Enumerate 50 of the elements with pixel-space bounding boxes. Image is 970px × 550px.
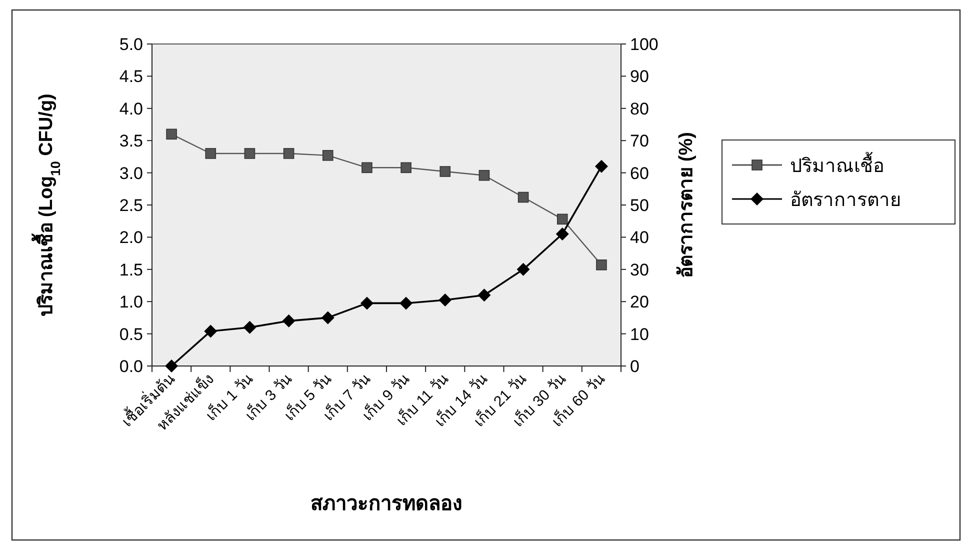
point bbox=[518, 192, 529, 203]
point bbox=[516, 262, 530, 276]
y2-tick-label: 100 bbox=[630, 35, 658, 54]
legend-label: อัตราการตาย bbox=[790, 190, 901, 211]
y-tick-label: 2.5 bbox=[119, 196, 143, 215]
point bbox=[596, 259, 607, 270]
point bbox=[321, 311, 334, 324]
y2-tick-label: 50 bbox=[630, 196, 649, 215]
y2-tick-label: 30 bbox=[630, 260, 649, 280]
point bbox=[244, 148, 256, 159]
point bbox=[438, 293, 452, 306]
point bbox=[400, 296, 413, 310]
y2-tick-label: 60 bbox=[630, 164, 649, 183]
point bbox=[165, 360, 178, 372]
y-tick-label: 4.5 bbox=[119, 67, 143, 86]
point bbox=[360, 296, 374, 310]
point bbox=[282, 314, 296, 328]
point bbox=[205, 148, 216, 159]
y2-tick-label: 80 bbox=[630, 99, 649, 118]
y-tick-label: 1.5 bbox=[119, 260, 143, 280]
point bbox=[478, 170, 490, 181]
y2-tick-label: 20 bbox=[630, 292, 649, 312]
point bbox=[556, 227, 569, 240]
point bbox=[594, 160, 608, 173]
y2-tick-label: 10 bbox=[630, 324, 649, 344]
y-tick-label: 1.0 bbox=[119, 292, 143, 312]
point bbox=[322, 150, 334, 161]
point bbox=[362, 162, 372, 174]
point bbox=[400, 162, 412, 174]
legend-label: ปริมาณเชื้อ bbox=[790, 152, 884, 177]
point bbox=[204, 324, 218, 338]
y2-tick-label: 0 bbox=[630, 357, 640, 376]
point bbox=[166, 128, 177, 140]
y-tick-label: 3.5 bbox=[119, 132, 143, 151]
y-tick-label: 2.0 bbox=[119, 228, 143, 248]
y2-tick-label: 70 bbox=[630, 132, 649, 151]
y-tick-label: 3.0 bbox=[119, 164, 143, 183]
y-tick-label: 0.0 bbox=[119, 357, 143, 376]
y-tick-label: 4.0 bbox=[119, 99, 143, 118]
point bbox=[283, 148, 294, 159]
point bbox=[556, 214, 568, 225]
point bbox=[478, 288, 491, 302]
y2-axis-title: อัตราการตาย (%) bbox=[676, 132, 697, 278]
y2-tick-label: 40 bbox=[630, 228, 649, 248]
x-axis-title: สภาวะการทดลอง bbox=[310, 493, 462, 515]
y-tick-label: 5.0 bbox=[119, 35, 143, 54]
y2-tick-label: 90 bbox=[630, 67, 649, 86]
point bbox=[440, 166, 451, 177]
point bbox=[243, 320, 256, 334]
y-tick-label: 0.5 bbox=[119, 324, 143, 344]
